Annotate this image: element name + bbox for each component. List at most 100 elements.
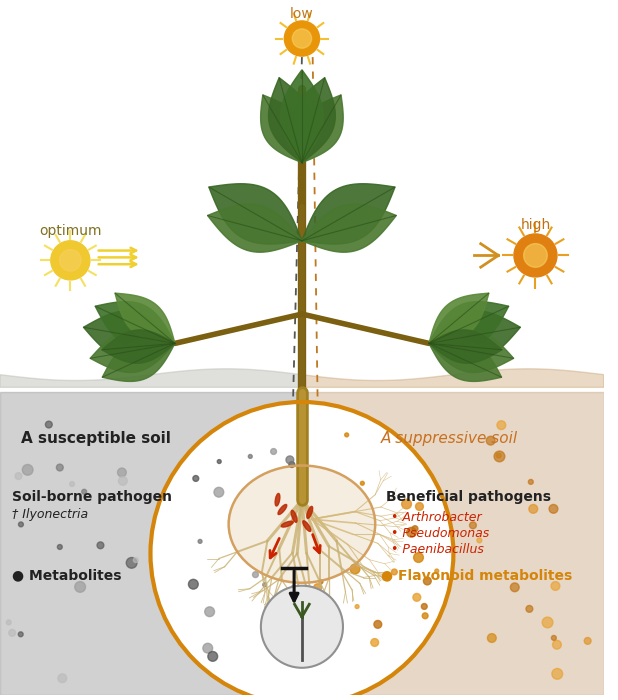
Circle shape: [22, 465, 33, 475]
Circle shape: [117, 468, 126, 477]
Polygon shape: [209, 183, 302, 244]
Text: A susceptible soil: A susceptible soil: [22, 431, 171, 447]
Text: ● Flavonoid metabolites: ● Flavonoid metabolites: [381, 568, 572, 582]
Circle shape: [496, 453, 501, 458]
Circle shape: [371, 638, 379, 646]
Polygon shape: [268, 78, 313, 162]
Circle shape: [551, 582, 560, 590]
Ellipse shape: [307, 506, 313, 519]
Polygon shape: [429, 293, 489, 344]
Circle shape: [203, 643, 213, 653]
Circle shape: [528, 480, 533, 484]
Circle shape: [355, 605, 359, 608]
Circle shape: [284, 21, 320, 56]
Circle shape: [350, 564, 360, 574]
Ellipse shape: [281, 522, 294, 527]
Polygon shape: [300, 95, 343, 162]
Text: • Paenibacillus: • Paenibacillus: [391, 542, 484, 556]
Circle shape: [552, 640, 561, 649]
Circle shape: [214, 487, 224, 497]
Circle shape: [248, 454, 252, 458]
Ellipse shape: [278, 505, 287, 514]
Circle shape: [70, 482, 75, 486]
Circle shape: [126, 557, 137, 568]
Circle shape: [422, 613, 428, 619]
Polygon shape: [0, 369, 302, 387]
Circle shape: [551, 636, 556, 640]
Ellipse shape: [291, 510, 297, 522]
Circle shape: [268, 623, 276, 631]
Text: † Ilyonectria: † Ilyonectria: [12, 508, 88, 521]
Circle shape: [6, 620, 11, 625]
Circle shape: [413, 552, 423, 562]
Text: A suppressive soil: A suppressive soil: [381, 431, 519, 447]
Polygon shape: [302, 369, 604, 387]
Circle shape: [15, 473, 22, 480]
Circle shape: [51, 241, 90, 280]
Ellipse shape: [229, 466, 375, 583]
Circle shape: [19, 632, 23, 637]
Text: optimum: optimum: [39, 224, 101, 238]
Circle shape: [529, 505, 538, 513]
Circle shape: [188, 580, 198, 589]
Circle shape: [150, 402, 454, 700]
Circle shape: [549, 505, 558, 513]
Circle shape: [283, 631, 289, 638]
Circle shape: [345, 433, 349, 437]
Circle shape: [421, 603, 427, 610]
Polygon shape: [90, 329, 175, 372]
Polygon shape: [261, 95, 304, 162]
Circle shape: [291, 585, 295, 589]
Circle shape: [284, 610, 288, 614]
Polygon shape: [103, 340, 175, 382]
Circle shape: [289, 461, 295, 468]
Polygon shape: [115, 293, 175, 344]
Text: Beneficial pathogens: Beneficial pathogens: [386, 490, 551, 504]
Circle shape: [56, 464, 63, 471]
Circle shape: [497, 421, 506, 430]
Circle shape: [198, 540, 202, 543]
Circle shape: [435, 569, 439, 573]
Circle shape: [477, 538, 482, 542]
Circle shape: [57, 545, 62, 550]
Circle shape: [486, 436, 495, 445]
Ellipse shape: [275, 494, 280, 506]
Circle shape: [59, 250, 81, 271]
Text: Soil-borne pathogen: Soil-borne pathogen: [12, 490, 172, 504]
Circle shape: [542, 617, 553, 628]
Circle shape: [279, 603, 283, 607]
Circle shape: [133, 558, 138, 563]
Circle shape: [19, 522, 23, 527]
Circle shape: [412, 526, 418, 531]
Circle shape: [292, 29, 311, 48]
Circle shape: [208, 652, 218, 662]
Text: high: high: [520, 218, 551, 232]
Circle shape: [324, 626, 329, 631]
Circle shape: [360, 482, 364, 485]
Circle shape: [374, 620, 382, 629]
Polygon shape: [281, 70, 323, 162]
Circle shape: [514, 234, 557, 277]
Circle shape: [286, 456, 294, 463]
Polygon shape: [302, 392, 604, 695]
Circle shape: [253, 572, 258, 578]
Polygon shape: [208, 204, 302, 252]
Circle shape: [9, 629, 15, 636]
Circle shape: [193, 475, 199, 482]
Circle shape: [314, 584, 321, 592]
Circle shape: [552, 668, 562, 679]
Text: low: low: [290, 7, 314, 21]
Text: • Arthrobacter: • Arthrobacter: [391, 512, 481, 524]
Polygon shape: [102, 330, 175, 363]
Circle shape: [494, 451, 505, 462]
Circle shape: [45, 421, 53, 428]
Circle shape: [294, 648, 300, 654]
Ellipse shape: [303, 521, 311, 531]
Circle shape: [523, 244, 548, 267]
Circle shape: [415, 503, 423, 510]
Polygon shape: [83, 311, 175, 360]
Circle shape: [584, 638, 591, 644]
Circle shape: [319, 580, 323, 584]
Polygon shape: [95, 302, 175, 348]
Polygon shape: [429, 311, 520, 360]
